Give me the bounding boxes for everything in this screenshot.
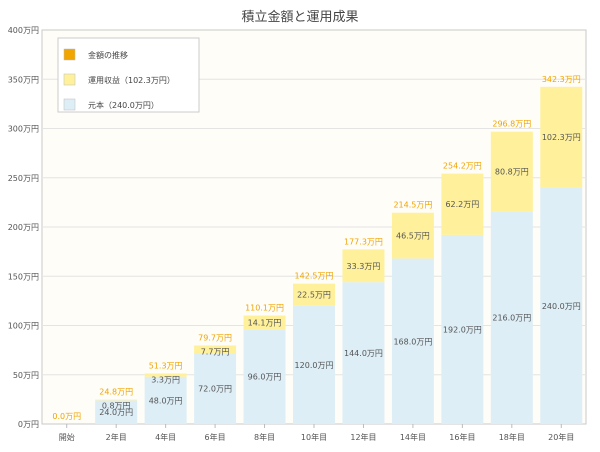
principal-data-label: 192.0万円 bbox=[443, 325, 482, 334]
profit-data-label: 22.5万円 bbox=[297, 291, 331, 300]
y-tick-label: 350万円 bbox=[8, 75, 39, 84]
bar-profit bbox=[540, 86, 583, 188]
bar-profit bbox=[342, 249, 385, 283]
bar-principal bbox=[293, 305, 335, 424]
bar-profit bbox=[490, 131, 533, 212]
bar-profit bbox=[391, 212, 434, 259]
bar-principal bbox=[194, 353, 237, 424]
total-data-label: 214.5万円 bbox=[393, 201, 432, 210]
legend-box bbox=[57, 37, 200, 113]
x-tick-label: 16年目 bbox=[449, 432, 475, 442]
total-data-label: 0.0万円 bbox=[52, 412, 81, 421]
principal-data-label: 144.0万円 bbox=[344, 349, 383, 358]
x-tick-label: 6年目 bbox=[205, 432, 226, 442]
bar-principal bbox=[540, 187, 583, 424]
principal-data-label: 24.0万円 bbox=[99, 408, 133, 417]
principal-data-label: 72.0万円 bbox=[198, 385, 232, 394]
total-data-label: 51.3万円 bbox=[149, 361, 183, 370]
x-tick-label: 10年目 bbox=[301, 432, 327, 442]
y-tick-label: 150万円 bbox=[8, 272, 39, 281]
bar-principal bbox=[342, 282, 385, 424]
x-tick-label: 4年目 bbox=[155, 432, 176, 442]
principal-data-label: 120.0万円 bbox=[295, 361, 334, 370]
legend-swatch bbox=[63, 48, 76, 61]
total-data-label: 296.8万円 bbox=[492, 120, 531, 129]
x-tick-label: 14年目 bbox=[400, 432, 426, 442]
total-data-label: 142.5万円 bbox=[295, 272, 334, 281]
total-data-label: 24.8万円 bbox=[99, 388, 133, 397]
y-axis: 0万円 50万円 100万円 150万円 200万円 250万円 300万円 350万円 400… bbox=[8, 26, 39, 429]
total-data-label: 342.3万円 bbox=[542, 75, 581, 84]
bar-principal bbox=[490, 211, 533, 424]
profit-data-label: 62.2万円 bbox=[445, 200, 479, 209]
x-tick-label: 18年目 bbox=[499, 432, 525, 442]
y-tick-label: 50万円 bbox=[13, 371, 39, 380]
legend-label: 元本（240.0万円） bbox=[88, 100, 159, 110]
x-tick-label: 20年目 bbox=[548, 432, 574, 442]
chart-title: 積立金額と運用成果 bbox=[241, 9, 358, 25]
x-tick-label: 12年目 bbox=[350, 432, 376, 442]
principal-data-label: 96.0万円 bbox=[248, 373, 282, 382]
y-tick-label: 250万円 bbox=[8, 174, 39, 183]
profit-data-label: 46.5万円 bbox=[396, 232, 430, 241]
legend-swatch bbox=[63, 73, 76, 86]
principal-data-label: 240.0万円 bbox=[542, 302, 581, 311]
total-data-label: 110.1万円 bbox=[245, 304, 284, 313]
bar-principal bbox=[144, 376, 187, 424]
y-tick-label: 400万円 bbox=[8, 26, 39, 35]
bar-profit bbox=[144, 373, 187, 377]
y-tick-label: 300万円 bbox=[8, 125, 39, 134]
principal-data-label: 216.0万円 bbox=[492, 314, 531, 323]
x-tick-label: 2年目 bbox=[106, 432, 127, 442]
bar-profit bbox=[194, 345, 237, 354]
principal-data-label: 168.0万円 bbox=[393, 337, 432, 346]
bar-profit bbox=[95, 399, 138, 401]
bar-profit bbox=[441, 173, 484, 235]
bar-profit bbox=[243, 315, 286, 330]
x-axis: 開始 2年目 4年目 6年目 8年目 10年目 12年目 14年目 16年目 18年目 20年目 bbox=[59, 424, 574, 442]
bar-principal bbox=[391, 258, 434, 424]
profit-data-label: 7.7万円 bbox=[201, 347, 230, 356]
y-tick-label: 100万円 bbox=[8, 322, 39, 331]
legend-label: 金額の推移 bbox=[88, 50, 128, 60]
profit-data-label: 102.3万円 bbox=[542, 133, 581, 142]
x-tick-label: 開始 bbox=[59, 432, 75, 442]
total-data-label: 177.3万円 bbox=[344, 237, 383, 246]
x-tick-label: 8年目 bbox=[254, 432, 275, 442]
bar-principal bbox=[243, 329, 286, 424]
profit-data-label: 80.8万円 bbox=[495, 167, 529, 176]
profit-data-label: 0.8万円 bbox=[102, 402, 131, 411]
bar-principal bbox=[441, 234, 484, 424]
bar-principal bbox=[95, 400, 138, 424]
profit-data-label: 33.3万円 bbox=[347, 262, 381, 271]
y-tick-label: 200万円 bbox=[8, 223, 39, 232]
legend-label: 運用収益（102.3万円） bbox=[88, 75, 175, 85]
y-tick-label: 0万円 bbox=[18, 420, 39, 429]
legend-swatch bbox=[63, 98, 76, 111]
profit-data-label: 14.1万円 bbox=[248, 318, 282, 327]
principal-data-label: 48.0万円 bbox=[149, 396, 183, 405]
profit-data-label: 3.3万円 bbox=[151, 375, 180, 384]
total-data-label: 79.7万円 bbox=[198, 333, 232, 342]
total-data-label: 254.2万円 bbox=[443, 162, 482, 171]
bar-profit bbox=[293, 283, 335, 306]
